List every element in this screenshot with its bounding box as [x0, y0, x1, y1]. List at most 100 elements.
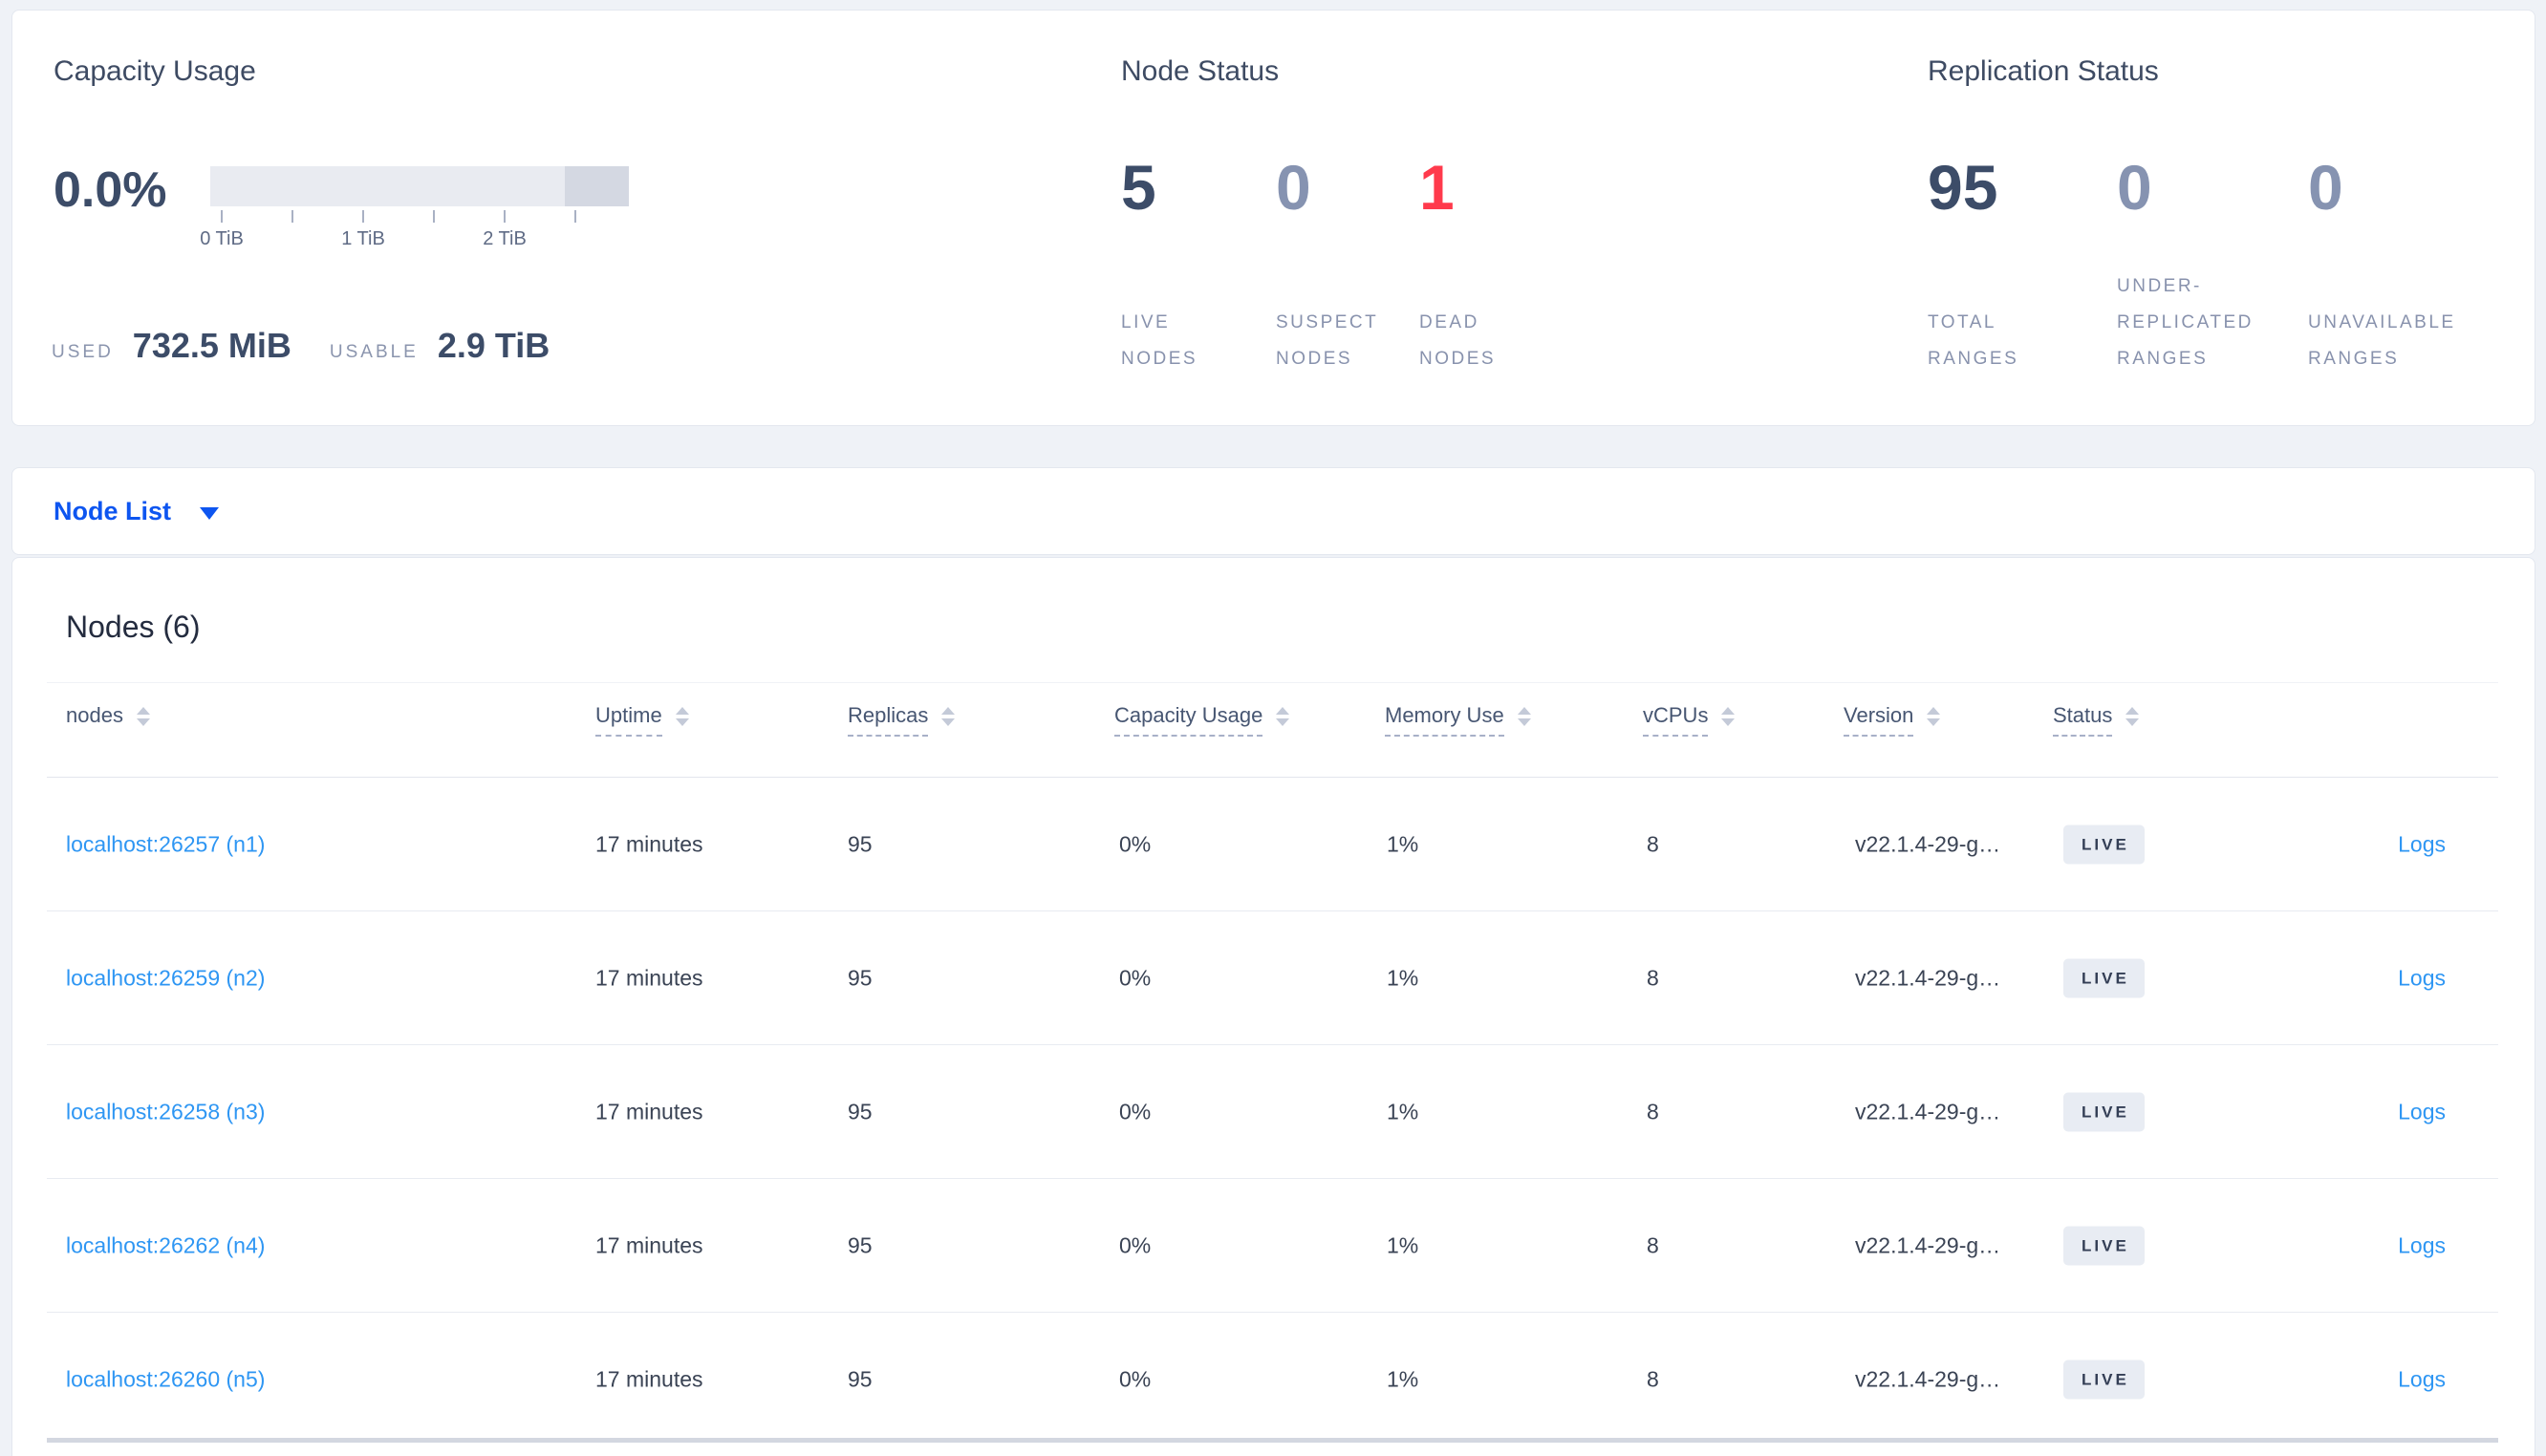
capacity-percent: 0.0%	[54, 162, 167, 218]
node-address-link[interactable]: localhost:26262 (n4)	[66, 1232, 266, 1257]
capacity-cell: 0%	[1119, 1099, 1152, 1124]
live-nodes-label: LIVE NODES	[1121, 312, 1198, 369]
replicas-cell: 95	[848, 1232, 873, 1257]
uptime-cell: 17 minutes	[595, 831, 703, 856]
replicas-cell: 95	[848, 965, 873, 990]
axis-tick	[362, 210, 364, 223]
logs-link[interactable]: Logs	[2398, 1232, 2446, 1257]
dead-nodes-count: 1	[1419, 152, 1455, 223]
column-header-version[interactable]: Version	[1844, 703, 1941, 737]
node-status-title: Node Status	[1121, 55, 1280, 87]
node-list-dropdown[interactable]: Node List	[11, 467, 2535, 555]
vcpus-cell: 8	[1647, 1232, 1659, 1257]
uptime-cell: 17 minutes	[595, 965, 703, 990]
replicas-cell: 95	[848, 1099, 873, 1124]
version-cell: v22.1.4-29-g…	[1855, 965, 2001, 990]
version-cell: v22.1.4-29-g…	[1855, 1232, 2001, 1257]
node-list-label: Node List	[54, 496, 172, 525]
column-label: Status	[2053, 703, 2113, 737]
nodes-table-card: Nodes (6) nodes Uptime Replicas Capacity…	[11, 557, 2535, 1456]
table-row: localhost:26259 (n2) 17 minutes 95 0% 1%…	[47, 911, 2498, 1045]
capacity-cell: 0%	[1119, 831, 1152, 856]
axis-tick-label: 1 TiB	[341, 228, 385, 249]
column-header-nodes[interactable]: nodes	[66, 703, 150, 737]
column-header-status[interactable]: Status	[2053, 703, 2140, 737]
sort-icon	[1276, 707, 1290, 726]
column-header-memory-use[interactable]: Memory Use	[1385, 703, 1531, 737]
column-label: nodes	[66, 703, 123, 727]
capacity-bar	[210, 166, 629, 206]
memory-cell: 1%	[1387, 1232, 1419, 1257]
unavailable-count: 0	[2308, 152, 2343, 223]
used-label: USED	[52, 342, 114, 362]
capacity-cell: 0%	[1119, 1232, 1152, 1257]
status-badge: LIVE	[2063, 1092, 2145, 1131]
node-list-dropdown-inner: Node List	[54, 468, 220, 554]
column-label: Uptime	[595, 703, 662, 737]
uptime-cell: 17 minutes	[595, 1232, 703, 1257]
column-header-vcpus[interactable]: vCPUs	[1643, 703, 1736, 737]
nodes-table-title: Nodes (6)	[66, 610, 201, 644]
node-address-link[interactable]: localhost:26260 (n5)	[66, 1366, 266, 1392]
header-top-rule	[47, 682, 2498, 683]
table-row: localhost:26260 (n5) 17 minutes 95 0% 1%…	[47, 1313, 2498, 1446]
capacity-cell: 0%	[1119, 965, 1152, 990]
table-row: localhost:26262 (n4) 17 minutes 95 0% 1%…	[47, 1179, 2498, 1313]
column-header-capacity-usage[interactable]: Capacity Usage	[1114, 703, 1290, 737]
axis-tick	[433, 210, 435, 223]
status-badge: LIVE	[2063, 958, 2145, 997]
logs-link[interactable]: Logs	[2398, 1099, 2446, 1124]
used-value: 732.5 MiB	[132, 326, 291, 365]
live-nodes-count: 5	[1121, 152, 1156, 223]
axis-tick	[574, 210, 576, 223]
memory-cell: 1%	[1387, 1099, 1419, 1124]
status-badge: LIVE	[2063, 824, 2145, 864]
axis-tick-label: 0 TiB	[200, 228, 244, 249]
vcpus-cell: 8	[1647, 965, 1659, 990]
axis-tick	[504, 210, 506, 223]
version-cell: v22.1.4-29-g…	[1855, 1366, 2001, 1392]
logs-link[interactable]: Logs	[2398, 831, 2446, 856]
total-ranges-count: 95	[1928, 152, 1998, 223]
node-address-link[interactable]: localhost:26259 (n2)	[66, 965, 266, 990]
sort-icon	[675, 707, 689, 726]
memory-cell: 1%	[1387, 831, 1419, 856]
sort-icon	[1721, 707, 1736, 726]
suspect-nodes-label: SUSPECT NODES	[1276, 312, 1378, 369]
table-row: localhost:26257 (n1) 17 minutes 95 0% 1%…	[47, 778, 2498, 911]
column-header-uptime[interactable]: Uptime	[595, 703, 689, 737]
column-header-replicas[interactable]: Replicas	[848, 703, 956, 737]
table-row: localhost:26258 (n3) 17 minutes 95 0% 1%…	[47, 1045, 2498, 1179]
version-cell: v22.1.4-29-g…	[1855, 831, 2001, 856]
node-address-link[interactable]: localhost:26258 (n3)	[66, 1099, 266, 1124]
under-replicated-count: 0	[2117, 152, 2152, 223]
header-bottom-rule	[47, 777, 2498, 778]
table-bottom-rule	[47, 1438, 2498, 1443]
cluster-summary-card: Capacity Usage 0.0% 0 TiB 1 TiB 2 TiB US…	[11, 10, 2535, 426]
column-label: vCPUs	[1643, 703, 1709, 737]
under-replicated-label: UNDER-REPLICATED RANGES	[2117, 276, 2254, 369]
capacity-usage-title: Capacity Usage	[54, 55, 256, 87]
memory-cell: 1%	[1387, 965, 1419, 990]
column-label: Capacity Usage	[1114, 703, 1263, 737]
column-label: Version	[1844, 703, 1914, 737]
total-ranges-label: TOTAL RANGES	[1928, 312, 2019, 369]
sort-icon	[1927, 707, 1941, 726]
status-badge: LIVE	[2063, 1226, 2145, 1265]
node-address-link[interactable]: localhost:26257 (n1)	[66, 831, 266, 856]
column-label: Replicas	[848, 703, 929, 737]
sort-icon	[136, 707, 150, 726]
logs-link[interactable]: Logs	[2398, 965, 2446, 990]
capacity-bar-end-segment	[565, 166, 629, 206]
suspect-nodes-count: 0	[1276, 152, 1311, 223]
axis-tick	[221, 210, 223, 223]
logs-link[interactable]: Logs	[2398, 1366, 2446, 1392]
dead-nodes-label: DEAD NODES	[1419, 312, 1497, 369]
capacity-used-usable-row: USED 732.5 MiB USABLE 2.9 TiB	[52, 326, 550, 366]
vcpus-cell: 8	[1647, 1099, 1659, 1124]
usable-value: 2.9 TiB	[437, 326, 550, 365]
axis-tick	[291, 210, 293, 223]
memory-cell: 1%	[1387, 1366, 1419, 1392]
sort-icon	[941, 707, 956, 726]
status-badge: LIVE	[2063, 1360, 2145, 1400]
